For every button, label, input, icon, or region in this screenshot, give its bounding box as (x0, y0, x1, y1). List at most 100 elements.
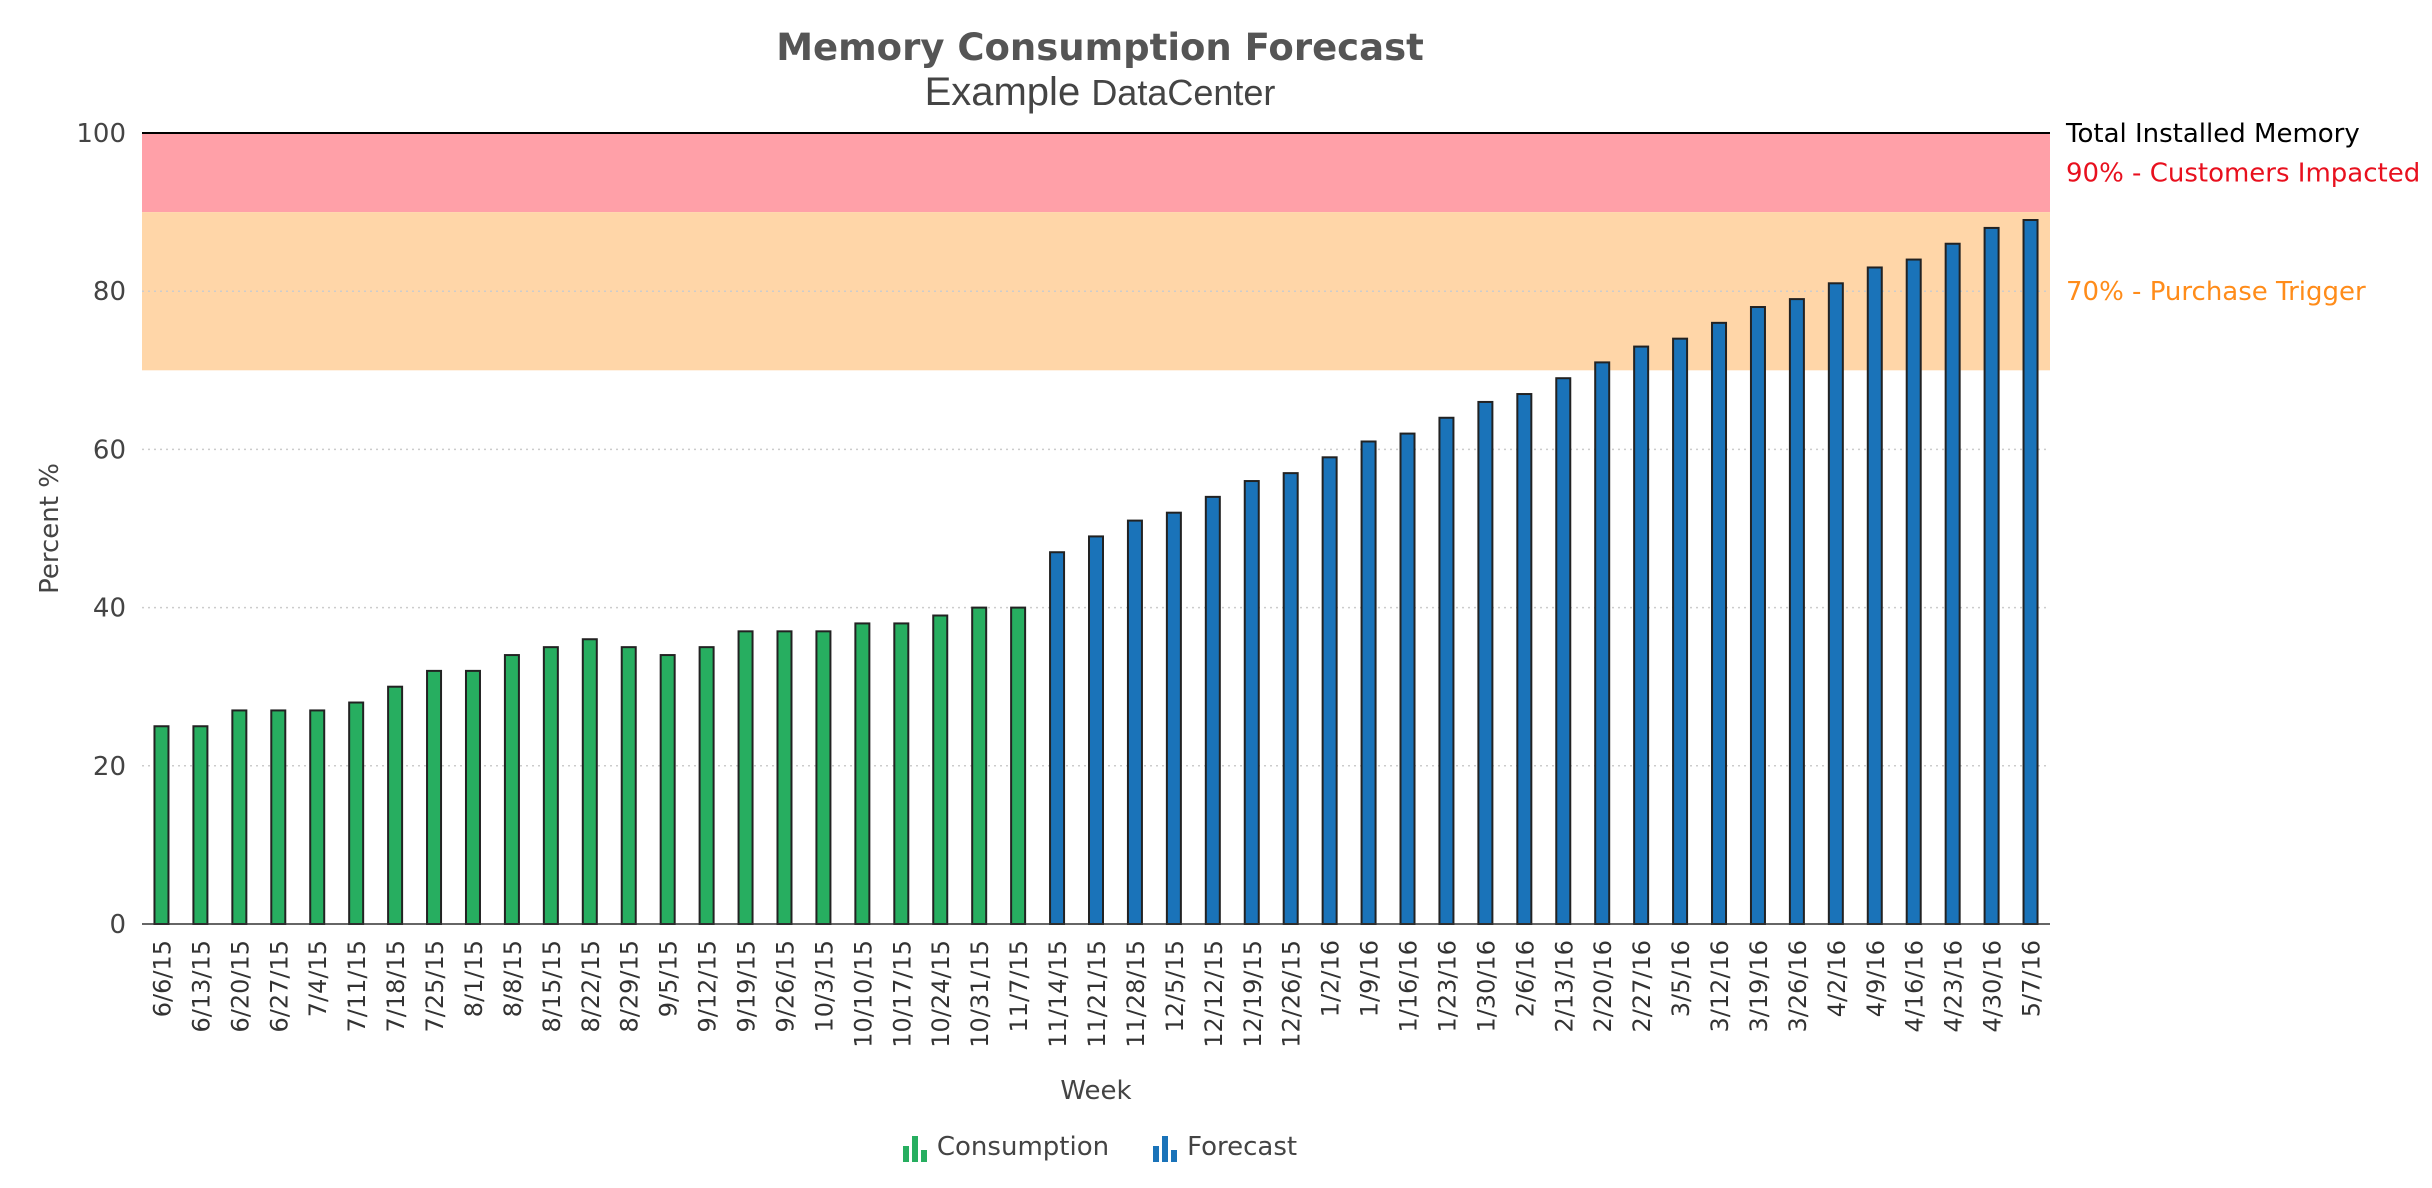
x-tick-label: 3/19/16 (1745, 940, 1773, 1033)
bar (1594, 361, 1611, 925)
x-tick-label: 10/3/15 (810, 940, 838, 1033)
x-tick-label: 1/16/16 (1395, 940, 1423, 1033)
x-tick-label: 10/31/15 (966, 940, 994, 1048)
bars (153, 219, 2039, 926)
bar (1749, 306, 1766, 925)
bar (1282, 472, 1299, 925)
x-tick-label: 6/13/15 (187, 940, 215, 1033)
x-tick-label: 8/15/15 (538, 940, 566, 1033)
chart-subtitle: Example DataCenter (0, 70, 2200, 115)
reference-label: 70% - Purchase Trigger (2066, 277, 2366, 307)
x-tick-label: 1/9/16 (1356, 940, 1384, 1017)
x-tick-label: 9/12/15 (694, 940, 722, 1033)
bar (971, 606, 988, 925)
x-tick-label: 7/25/15 (421, 940, 449, 1033)
y-tick-label: 20 (93, 752, 126, 782)
bar (1866, 266, 1883, 926)
x-tick-label: 1/23/16 (1433, 940, 1461, 1033)
bar (1243, 480, 1260, 925)
y-tick-label: 40 (93, 594, 126, 624)
x-tick-label: 9/26/15 (771, 940, 799, 1033)
bar (1788, 298, 1805, 925)
x-tick-label: 2/13/16 (1550, 940, 1578, 1033)
bar (1905, 258, 1922, 925)
x-tick-label: 3/26/16 (1784, 940, 1812, 1033)
x-tick-label: 7/11/15 (343, 940, 371, 1033)
bar (1555, 377, 1572, 925)
x-tick-label: 10/10/15 (849, 940, 877, 1048)
x-tick-label: 4/16/16 (1901, 940, 1929, 1033)
y-tick-label: 100 (76, 119, 126, 149)
bar (1711, 321, 1728, 925)
bar (659, 654, 676, 925)
legend-label: Forecast (1187, 1132, 1298, 1162)
y-tick-label: 0 (109, 910, 126, 940)
x-tick-label: 2/20/16 (1589, 940, 1617, 1033)
legend-item-consumption[interactable]: Consumption (902, 1132, 1109, 1162)
x-tick-label: 8/8/15 (499, 940, 527, 1017)
bar (1983, 226, 2000, 926)
chart-subtitle-prefix: Example (924, 70, 1081, 114)
x-tick-label: 9/19/15 (733, 940, 761, 1033)
bar (1827, 282, 1844, 926)
x-tick-label: 5/7/16 (2018, 940, 2046, 1017)
bar (426, 669, 443, 925)
bar (737, 630, 754, 926)
legend-item-forecast[interactable]: Forecast (1153, 1132, 1297, 1162)
bar (309, 709, 326, 925)
bar (1049, 551, 1066, 925)
bar (1360, 440, 1377, 925)
legend: Consumption Forecast (0, 1132, 2200, 1162)
bar (348, 701, 365, 926)
x-tick-label: 11/7/15 (1005, 940, 1033, 1033)
bar (387, 685, 404, 926)
x-tick-label: 1/30/16 (1472, 940, 1500, 1033)
bar (581, 638, 598, 925)
reference-labels: Total Installed Memory 90% - Customers Im… (2065, 119, 2420, 307)
bar (1010, 606, 1027, 925)
x-tick-label: 8/29/15 (616, 940, 644, 1033)
bar (932, 614, 949, 925)
chart-subtitle-suffix: DataCenter (1091, 72, 1276, 113)
x-tick-label: 11/28/15 (1122, 940, 1150, 1048)
bar (542, 646, 559, 926)
bar (192, 725, 209, 925)
x-tick-label: 11/14/15 (1044, 940, 1072, 1048)
bar (1321, 456, 1338, 925)
y-axis-title: Percent % (35, 463, 65, 594)
x-tick-label: 3/5/16 (1667, 940, 1695, 1017)
x-tick-label: 10/17/15 (888, 940, 916, 1048)
x-tick-label: 12/26/15 (1278, 940, 1306, 1048)
x-tick-label: 9/5/15 (655, 940, 683, 1017)
bar-chart-icon (1153, 1136, 1178, 1162)
x-tick-label: 6/20/15 (226, 940, 254, 1033)
x-tick-label: 4/2/16 (1823, 940, 1851, 1017)
reference-label: Total Installed Memory (2065, 119, 2360, 149)
x-tick-label: 8/1/15 (460, 940, 488, 1017)
x-tick-label: 2/27/16 (1628, 940, 1656, 1033)
x-tick-label: 8/22/15 (577, 940, 605, 1033)
bar (464, 669, 481, 925)
bar (1165, 511, 1182, 925)
bar (503, 654, 520, 925)
bar (698, 646, 715, 926)
bar-chart-icon (902, 1136, 927, 1162)
x-tick-label: 2/6/16 (1511, 940, 1539, 1017)
y-tick-label: 80 (93, 277, 126, 307)
x-tick-label: 12/5/15 (1161, 940, 1189, 1033)
bar (1438, 416, 1455, 925)
bar (893, 622, 910, 925)
bar (1516, 393, 1533, 925)
bar (1126, 519, 1143, 926)
bar (854, 622, 871, 925)
threshold-band (142, 133, 2050, 213)
bar (1088, 535, 1104, 925)
chart-title: Memory Consumption Forecast (776, 26, 1424, 69)
bar (270, 709, 287, 925)
bar (1944, 242, 1961, 926)
reference-label: 90% - Customers Impacted (2066, 159, 2420, 189)
x-tick-label: 6/27/15 (265, 940, 293, 1033)
bar (815, 630, 832, 926)
